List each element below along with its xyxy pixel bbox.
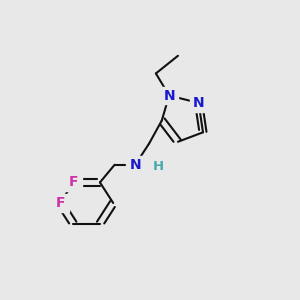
Text: N: N xyxy=(163,88,175,103)
FancyBboxPatch shape xyxy=(126,156,144,174)
Text: H: H xyxy=(153,160,164,173)
Text: N: N xyxy=(193,96,204,110)
Text: F: F xyxy=(56,196,65,210)
FancyBboxPatch shape xyxy=(190,94,207,112)
Text: N: N xyxy=(130,158,141,172)
FancyBboxPatch shape xyxy=(64,174,82,191)
Text: F: F xyxy=(69,176,78,189)
FancyBboxPatch shape xyxy=(160,87,178,104)
FancyBboxPatch shape xyxy=(51,194,69,212)
